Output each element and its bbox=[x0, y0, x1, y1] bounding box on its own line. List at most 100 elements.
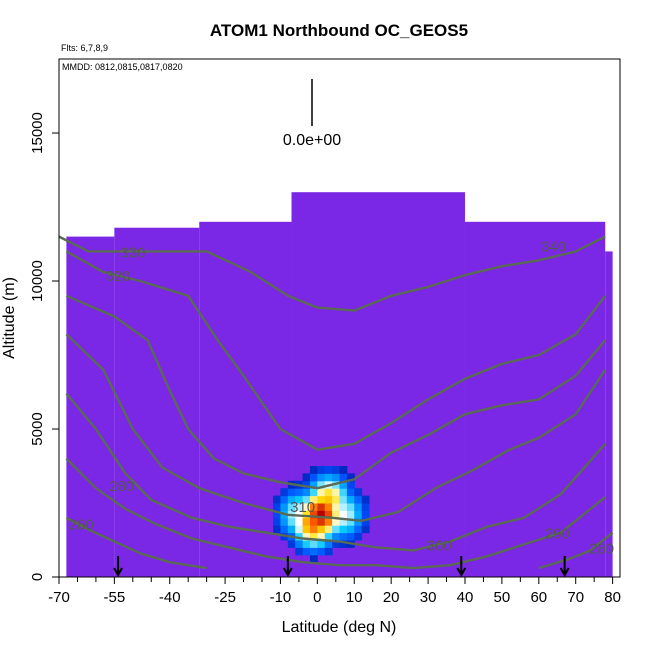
y-tick-label: 0 bbox=[29, 573, 46, 581]
heatmap-cell bbox=[309, 488, 318, 497]
isentrope-line bbox=[65, 294, 607, 490]
isentrope-contours bbox=[59, 235, 614, 570]
heatmap-cell bbox=[332, 517, 340, 526]
heatmap-cell bbox=[324, 510, 333, 519]
heatmap-cell bbox=[317, 480, 326, 489]
heatmap-cell bbox=[302, 547, 311, 556]
x-tick-label: 40 bbox=[457, 589, 474, 606]
heatmap-cell bbox=[287, 488, 296, 497]
x-tick-label: 70 bbox=[567, 589, 584, 606]
heatmap-cell bbox=[332, 466, 340, 474]
heatmap-cell bbox=[324, 540, 333, 548]
heatmap-cell bbox=[317, 540, 326, 548]
heatmap-cell bbox=[354, 503, 363, 511]
contour-label: 300 bbox=[427, 537, 452, 554]
heatmap-cell bbox=[280, 525, 289, 534]
heatmap-cell bbox=[280, 503, 289, 511]
heatmap-cell bbox=[302, 525, 311, 534]
contour-labels: 330 320 340 280 280 310 300 290 280 bbox=[69, 238, 614, 557]
heatmap-cell bbox=[309, 503, 318, 511]
heatmap-cell bbox=[332, 540, 340, 548]
heatmap-cell bbox=[361, 510, 370, 519]
heatmap-cell bbox=[295, 488, 304, 497]
heatmap-cell bbox=[354, 532, 363, 541]
heatmap-cell bbox=[309, 495, 318, 504]
coverage-column bbox=[605, 251, 613, 577]
heatmap-cell bbox=[295, 503, 304, 511]
x-axis-label: Latitude (deg N) bbox=[282, 619, 397, 636]
heatmap-cell bbox=[309, 554, 318, 563]
heatmap-cell bbox=[346, 480, 355, 489]
heatmap-cell bbox=[295, 532, 304, 541]
contour-label: 310 bbox=[290, 499, 315, 516]
heatmap-cell bbox=[309, 540, 318, 548]
heatmap-cell bbox=[295, 540, 304, 548]
heatmap-cell bbox=[317, 547, 326, 556]
isentrope-line bbox=[65, 333, 607, 522]
flight-marker-arrowhead bbox=[559, 567, 570, 577]
heatmap-cell bbox=[332, 532, 340, 541]
heatmap-cell bbox=[346, 532, 355, 541]
heatmap-cell bbox=[332, 488, 340, 497]
heatmap-cell bbox=[295, 495, 304, 504]
heatmap-cell bbox=[332, 510, 340, 519]
heatmap-cell bbox=[332, 503, 340, 511]
heatmap-cell bbox=[339, 540, 348, 548]
heatmap-cell bbox=[309, 517, 318, 526]
heatmap-cell bbox=[354, 488, 363, 497]
heatmap-cell bbox=[302, 532, 311, 541]
heatmap-cell bbox=[354, 510, 363, 519]
heatmap-cell bbox=[273, 525, 281, 534]
heatmap-cell bbox=[361, 503, 370, 511]
x-tick-label: -25 bbox=[214, 589, 236, 606]
heatmap-cell bbox=[280, 517, 289, 526]
heatmap-cell bbox=[346, 473, 355, 482]
heatmap-cell bbox=[302, 503, 311, 511]
heatmap-cell bbox=[317, 525, 326, 534]
heatmap-cell bbox=[346, 525, 355, 534]
contour-label: 290 bbox=[545, 526, 570, 543]
contour-label: 280 bbox=[69, 517, 94, 534]
heatmap-cell bbox=[361, 495, 370, 504]
x-tick-label: -70 bbox=[48, 589, 70, 606]
heatmap-cell bbox=[361, 525, 370, 534]
heatmap-cell bbox=[309, 525, 318, 534]
y-axis: 0 5000 10000 15000 bbox=[29, 112, 59, 581]
heatmap-cell bbox=[339, 473, 348, 482]
y-tick-label: 15000 bbox=[29, 112, 46, 154]
contour-label: 340 bbox=[541, 238, 566, 255]
heatmap-cell bbox=[309, 466, 318, 474]
heatmap-cell bbox=[346, 510, 355, 519]
heatmap-cell bbox=[302, 495, 311, 504]
heatmap-cell bbox=[302, 540, 311, 548]
heatmap-cell bbox=[339, 532, 348, 541]
heatmap-cell bbox=[287, 503, 296, 511]
isentrope-line bbox=[538, 531, 614, 570]
heatmap-cell bbox=[324, 466, 333, 474]
heatmap-cells bbox=[273, 466, 370, 563]
contour-label: 280 bbox=[589, 540, 614, 557]
chart-title: ATOM1 Northbound OC_GEOS5 bbox=[210, 21, 468, 40]
heatmap-cell bbox=[317, 517, 326, 526]
x-tick-label: 80 bbox=[604, 589, 621, 606]
x-axis: -70 -55 -40 -25 -10 0 10 20 30 40 50 60 70 80 bbox=[48, 577, 621, 606]
heatmap-cell bbox=[287, 525, 296, 534]
heatmap-cell bbox=[339, 495, 348, 504]
heatmap-cell bbox=[332, 495, 340, 504]
heatmap-cell bbox=[324, 503, 333, 511]
heatmap-cell bbox=[361, 517, 370, 526]
heatmap-cell bbox=[354, 517, 363, 526]
isentrope-line bbox=[59, 235, 606, 312]
heatmap-cell bbox=[317, 495, 326, 504]
y-axis-label: Altitude (m) bbox=[1, 277, 18, 359]
heatmap-cell bbox=[273, 503, 281, 511]
flight-marker-arrowhead bbox=[282, 567, 293, 577]
heatmap-cell bbox=[302, 517, 311, 526]
dates-subtitle: MMDD: 0812,0815,0817,0820 bbox=[62, 62, 183, 72]
heatmap-cell bbox=[302, 488, 311, 497]
heatmap-cell bbox=[346, 503, 355, 511]
isentrope-line bbox=[65, 250, 607, 451]
colorscale-value-label: 0.0e+00 bbox=[283, 132, 341, 149]
x-tick-label: 0 bbox=[313, 589, 321, 606]
